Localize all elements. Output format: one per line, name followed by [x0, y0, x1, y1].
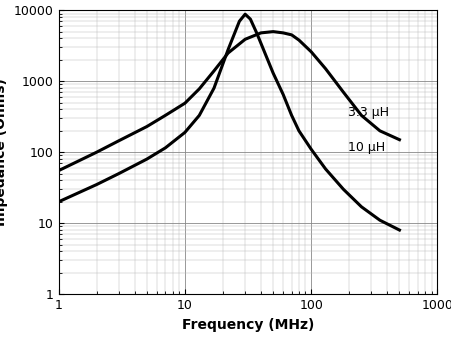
Text: 10 μH: 10 μH	[348, 141, 385, 154]
X-axis label: Frequency (MHz): Frequency (MHz)	[182, 317, 314, 331]
Text: 3.3 μH: 3.3 μH	[348, 106, 389, 119]
Y-axis label: Impedance (Ohms): Impedance (Ohms)	[0, 78, 8, 226]
